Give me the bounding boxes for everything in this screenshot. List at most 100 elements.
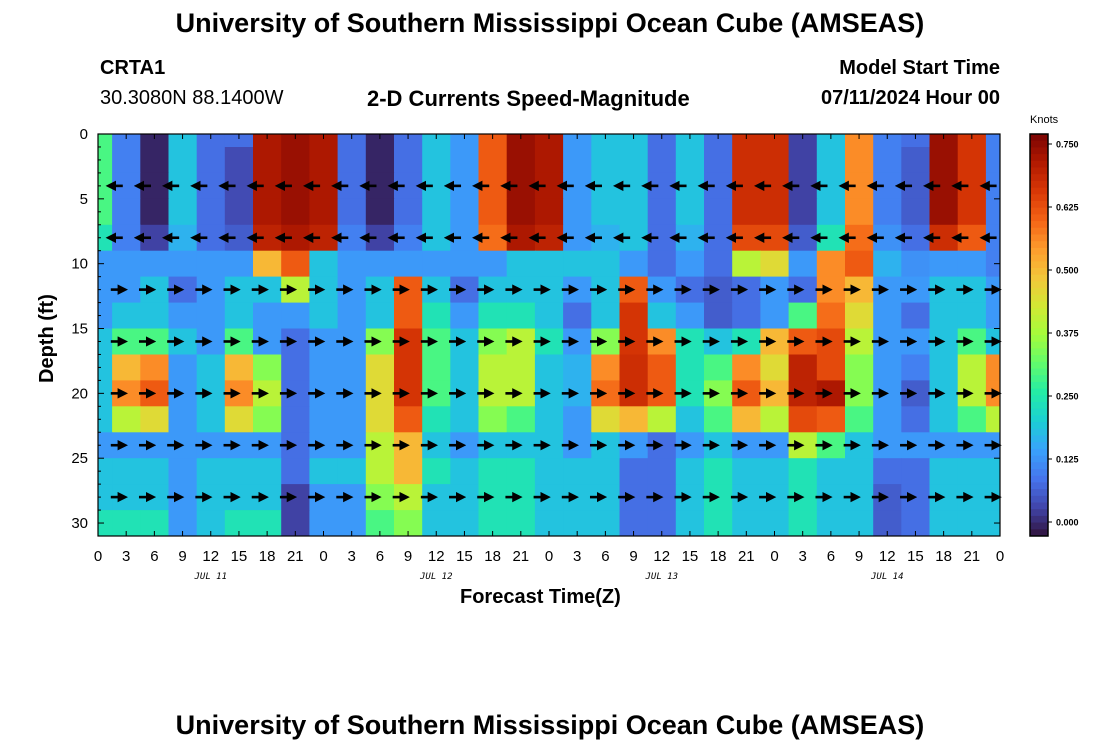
heatmap-cell <box>563 134 592 148</box>
colorbar-segment <box>1030 509 1048 517</box>
colorbar-segment <box>1030 227 1048 235</box>
heatmap-cell <box>591 458 621 485</box>
heatmap-cell <box>337 147 367 174</box>
heatmap-cell <box>478 302 508 330</box>
heatmap-cell <box>196 458 226 485</box>
heatmap-cell <box>873 302 902 330</box>
colorbar-segment <box>1030 328 1048 336</box>
colorbar-segment <box>1030 294 1048 302</box>
heatmap-cell <box>422 302 451 330</box>
heatmap-cell <box>337 406 367 433</box>
heatmap-cell <box>422 198 451 226</box>
heatmap-cell <box>760 458 790 485</box>
heatmap-cell <box>253 147 282 174</box>
heatmap-cell <box>253 458 282 485</box>
heatmap-cell <box>98 458 113 485</box>
heatmap-cell <box>845 458 874 485</box>
heatmap-cell <box>98 432 113 459</box>
heatmap-cell <box>704 510 733 531</box>
footer-title: University of Southern Mississippi Ocean… <box>175 710 925 740</box>
heatmap-cell <box>619 250 649 278</box>
heatmap-cell <box>788 198 818 226</box>
heatmap-cell <box>196 406 226 433</box>
heatmap-cell <box>929 510 959 531</box>
x-tick-label: 3 <box>573 548 581 565</box>
heatmap-cell <box>591 354 621 381</box>
heatmap-cell <box>788 302 818 330</box>
heatmap-cell <box>112 302 141 330</box>
heatmap-cell <box>394 354 423 381</box>
heatmap-cell <box>732 406 761 433</box>
heatmap-cell <box>365 147 395 174</box>
heatmap-cell <box>140 458 170 485</box>
heatmap-cell <box>534 354 564 381</box>
colorbar-segment <box>1030 428 1048 436</box>
heatmap-cell <box>760 354 790 381</box>
heatmap-cell <box>98 147 113 174</box>
heatmap-cell <box>816 147 846 174</box>
heatmap-cell <box>224 198 254 226</box>
heatmap-cell <box>704 302 733 330</box>
x-tick-label: 15 <box>682 548 699 565</box>
heatmap-cell <box>675 250 705 278</box>
colorbar-tick-label: 0.500 <box>1056 266 1079 276</box>
heatmap-cell <box>168 250 198 278</box>
x-axis-label: Forecast Time(Z) <box>460 586 621 608</box>
heatmap-cell <box>112 147 141 174</box>
heatmap-cell <box>224 302 254 330</box>
x-tick-label: 15 <box>231 548 248 565</box>
x-tick-label: 0 <box>770 548 778 565</box>
heatmap-cells <box>98 134 1000 536</box>
heatmap-cell <box>422 510 451 531</box>
heatmap-cell <box>478 354 508 381</box>
heatmap-cell <box>337 134 367 148</box>
heatmap-cell <box>422 134 451 148</box>
plot-title: 2-D Currents Speed-Magnitude <box>367 86 690 111</box>
x-tick-label: 3 <box>799 548 807 565</box>
heatmap-cell <box>929 147 959 174</box>
heatmap-cell <box>619 302 649 330</box>
colorbar-segment <box>1030 469 1048 477</box>
heatmap-cell <box>675 134 705 148</box>
heatmap-cell <box>901 198 931 226</box>
heatmap-cell <box>365 458 395 485</box>
heatmap-cell <box>591 510 621 531</box>
heatmap-cell <box>281 147 310 174</box>
heatmap-cell <box>675 198 705 226</box>
heatmap-cell <box>224 147 254 174</box>
heatmap-cell <box>901 458 931 485</box>
heatmap-cell <box>450 198 480 226</box>
heatmap-cell <box>704 147 733 174</box>
heatmap-cell <box>929 250 959 278</box>
heatmap-cell <box>450 510 480 531</box>
heatmap-cell <box>140 250 170 278</box>
colorbar-segment <box>1030 154 1048 162</box>
heatmap-cell <box>422 147 451 174</box>
heatmap-cell <box>647 147 677 174</box>
heatmap-cell <box>760 250 790 278</box>
heatmap-cell <box>563 302 592 330</box>
colorbar-segment <box>1030 314 1048 323</box>
heatmap-cell <box>647 302 677 330</box>
heatmap-cell <box>732 250 761 278</box>
colorbar-tick-label: 0.125 <box>1056 455 1079 465</box>
heatmap-cell <box>98 328 113 355</box>
y-tick-label: 10 <box>71 256 88 273</box>
heatmap-cell <box>281 302 310 330</box>
heatmap-cell <box>647 406 677 433</box>
x-tick-label: 6 <box>376 548 384 565</box>
colorbar-tick-label: 0.000 <box>1056 518 1079 528</box>
heatmap-cell <box>816 134 846 148</box>
heatmap-cell <box>168 510 198 531</box>
heatmap-cell <box>478 198 508 226</box>
colorbar-frame <box>1029 133 1049 537</box>
x-tick-label: 21 <box>512 548 529 565</box>
heatmap-cell <box>196 250 226 278</box>
heatmap-cell <box>732 147 761 174</box>
heatmap-cell <box>506 302 536 330</box>
heatmap-cell <box>704 354 733 381</box>
heatmap-cell <box>873 458 902 485</box>
heatmap-cell <box>929 134 959 148</box>
heatmap-cell <box>478 134 508 148</box>
heatmap-cell <box>619 134 649 148</box>
